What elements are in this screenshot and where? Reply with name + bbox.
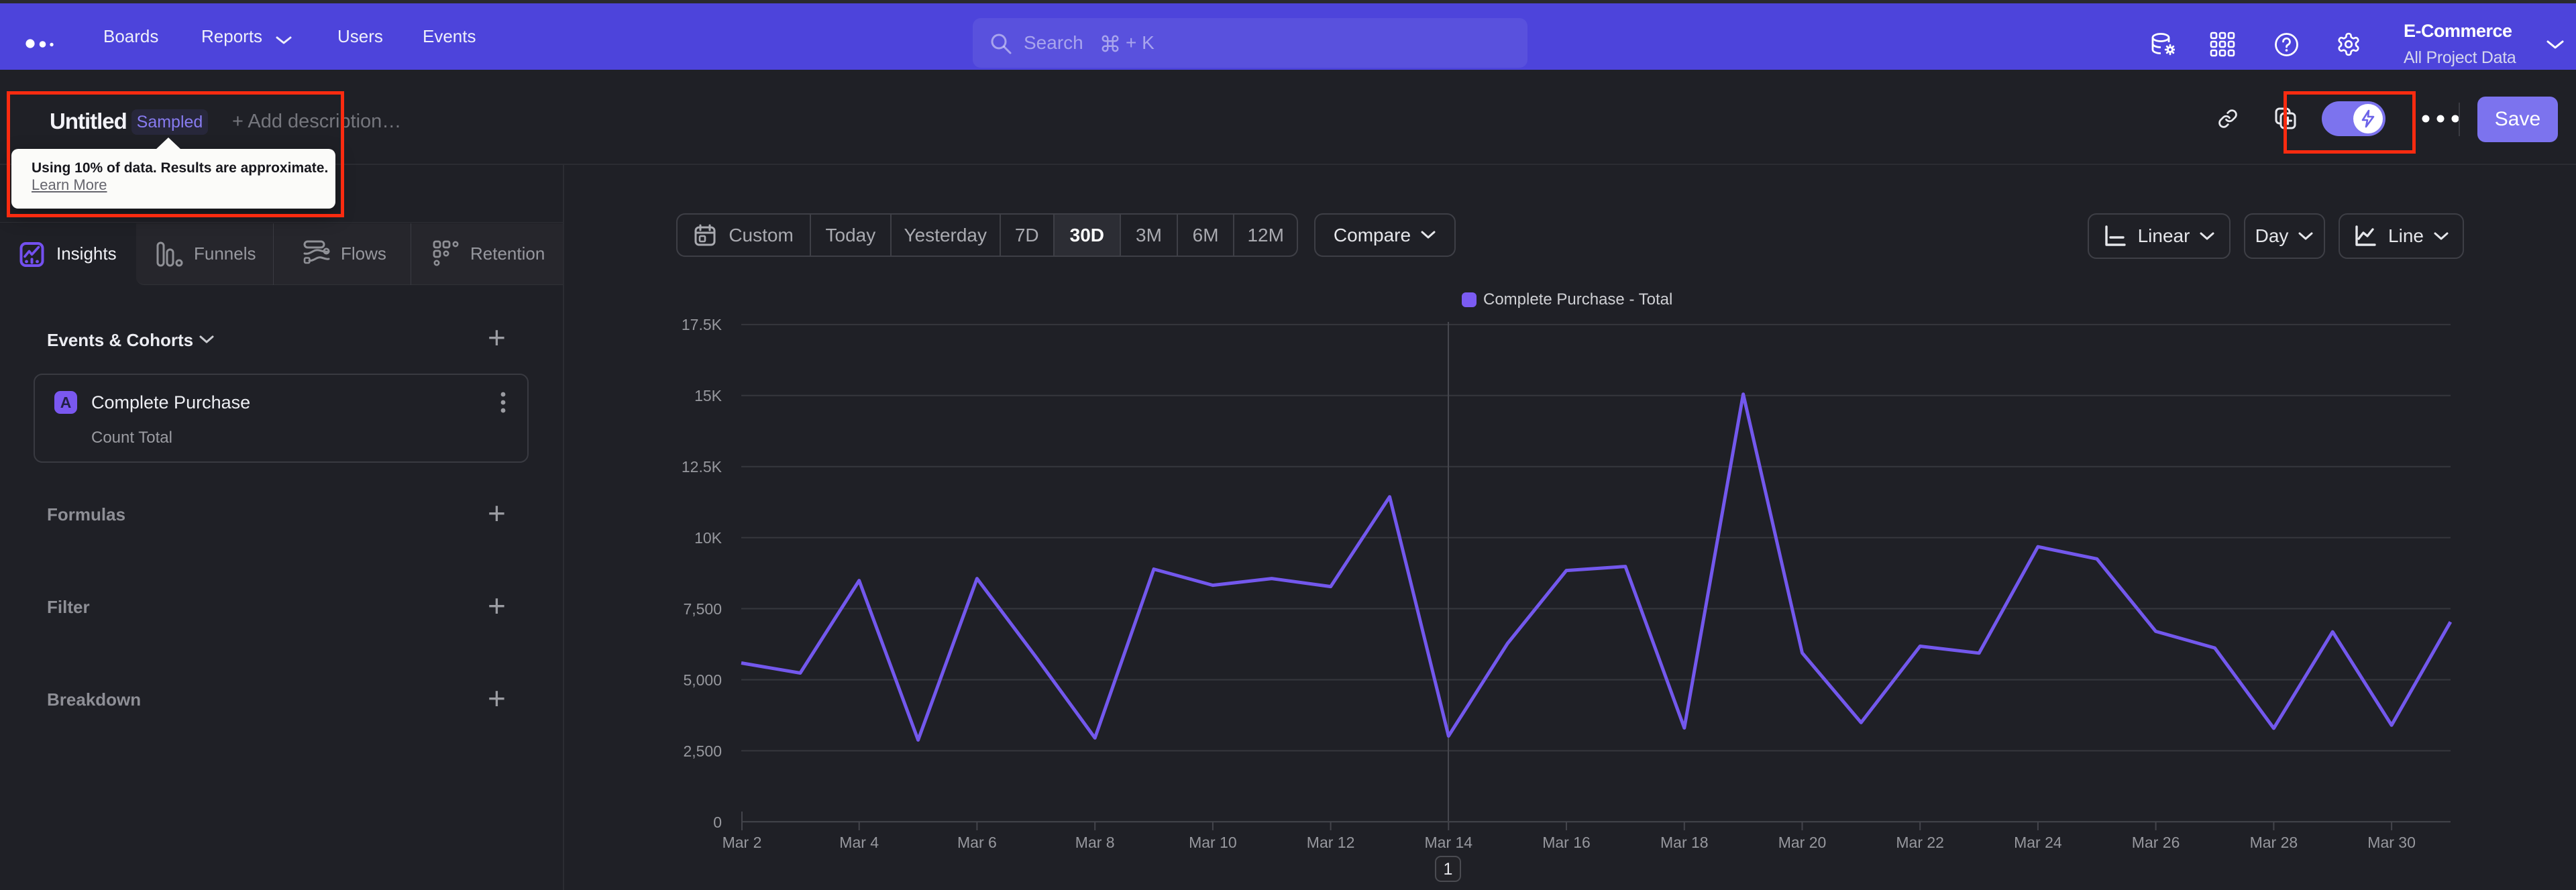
- svg-text:2,500: 2,500: [683, 742, 722, 760]
- svg-text:Mar 24: Mar 24: [2014, 834, 2062, 851]
- svg-text:Mar 26: Mar 26: [2132, 834, 2180, 851]
- svg-text:Mar 2: Mar 2: [722, 834, 762, 851]
- svg-text:Mar 14: Mar 14: [1425, 834, 1473, 851]
- svg-text:Mar 30: Mar 30: [2367, 834, 2416, 851]
- svg-text:Mar 4: Mar 4: [839, 834, 879, 851]
- svg-text:Mar 22: Mar 22: [1896, 834, 1944, 851]
- svg-text:5,000: 5,000: [683, 671, 722, 689]
- svg-text:0: 0: [713, 814, 722, 831]
- svg-text:Mar 16: Mar 16: [1542, 834, 1591, 851]
- svg-text:Mar 20: Mar 20: [1778, 834, 1827, 851]
- svg-text:15K: 15K: [694, 387, 722, 404]
- svg-text:Mar 8: Mar 8: [1075, 834, 1115, 851]
- svg-text:17.5K: 17.5K: [682, 316, 722, 333]
- svg-text:7,500: 7,500: [683, 600, 722, 618]
- svg-text:Mar 6: Mar 6: [957, 834, 997, 851]
- svg-text:10K: 10K: [694, 529, 722, 547]
- svg-text:Mar 12: Mar 12: [1307, 834, 1355, 851]
- svg-text:Mar 28: Mar 28: [2250, 834, 2298, 851]
- svg-text:Mar 18: Mar 18: [1660, 834, 1709, 851]
- svg-text:Mar 10: Mar 10: [1189, 834, 1237, 851]
- svg-text:12.5K: 12.5K: [682, 458, 722, 476]
